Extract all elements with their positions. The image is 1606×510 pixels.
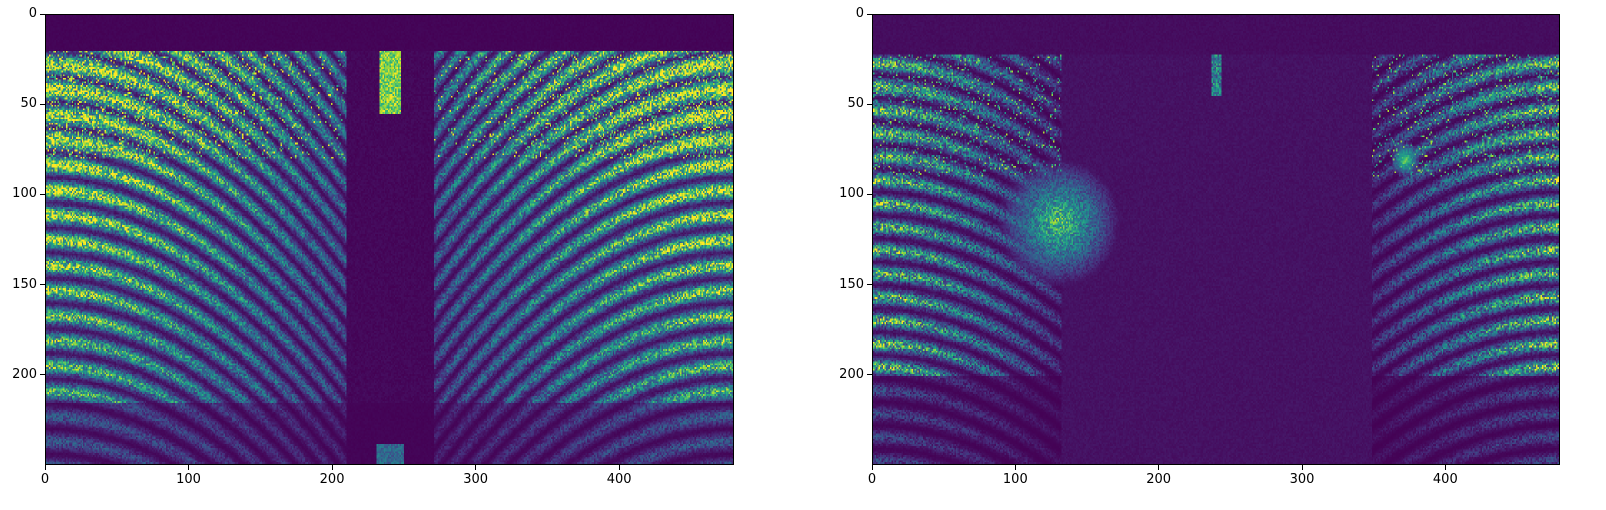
x-tick-label: 100 [1002, 472, 1028, 487]
x-tick-label: 400 [1432, 472, 1458, 487]
x-tick-label: 200 [1146, 472, 1172, 487]
x-tick-label: 400 [606, 472, 632, 487]
right-heatmap-panel: 0 100 200 300 400 0 50 100 150 200 [827, 0, 1575, 510]
y-tick-mark [867, 193, 872, 195]
y-tick-label: 200 [12, 366, 37, 382]
x-tick-label: 300 [1289, 472, 1315, 487]
y-tick-label: 0 [855, 6, 864, 21]
y-tick-mark [40, 193, 45, 195]
y-tick-mark [40, 374, 45, 376]
y-tick-label: 50 [20, 96, 37, 112]
x-tick-label: 0 [867, 472, 877, 487]
x-tick-label: 100 [176, 472, 201, 487]
y-tick-mark [867, 103, 872, 105]
y-tick-label: 150 [12, 276, 37, 292]
heatmap-image [46, 15, 733, 464]
plot-area [45, 14, 734, 465]
y-tick-label: 100 [12, 186, 37, 202]
x-tick-mark [1158, 465, 1160, 470]
y-tick-label: 150 [839, 276, 864, 292]
x-tick-mark [188, 465, 190, 470]
y-tick-label: 100 [839, 186, 864, 202]
x-tick-mark [475, 465, 477, 470]
plot-area [872, 14, 1560, 465]
y-tick-mark [40, 284, 45, 286]
x-tick-mark [44, 465, 46, 470]
y-tick-label: 0 [28, 6, 37, 21]
x-tick-mark [1014, 465, 1016, 470]
x-tick-mark [331, 465, 333, 470]
x-tick-mark [1444, 465, 1446, 470]
x-tick-mark [871, 465, 873, 470]
y-tick-label: 50 [847, 96, 864, 112]
heatmap-image [873, 15, 1559, 464]
y-tick-mark [40, 13, 45, 15]
y-tick-mark [40, 103, 45, 105]
x-tick-mark [1301, 465, 1303, 470]
x-tick-mark [618, 465, 620, 470]
left-heatmap-panel: 0 100 200 300 400 0 50 100 150 200 [0, 0, 749, 510]
y-tick-mark [867, 13, 872, 15]
x-tick-label: 0 [40, 472, 50, 487]
x-tick-label: 200 [319, 472, 345, 487]
y-tick-mark [867, 374, 872, 376]
x-tick-label: 300 [463, 472, 489, 487]
y-tick-mark [867, 284, 872, 286]
y-tick-label: 200 [839, 366, 864, 382]
